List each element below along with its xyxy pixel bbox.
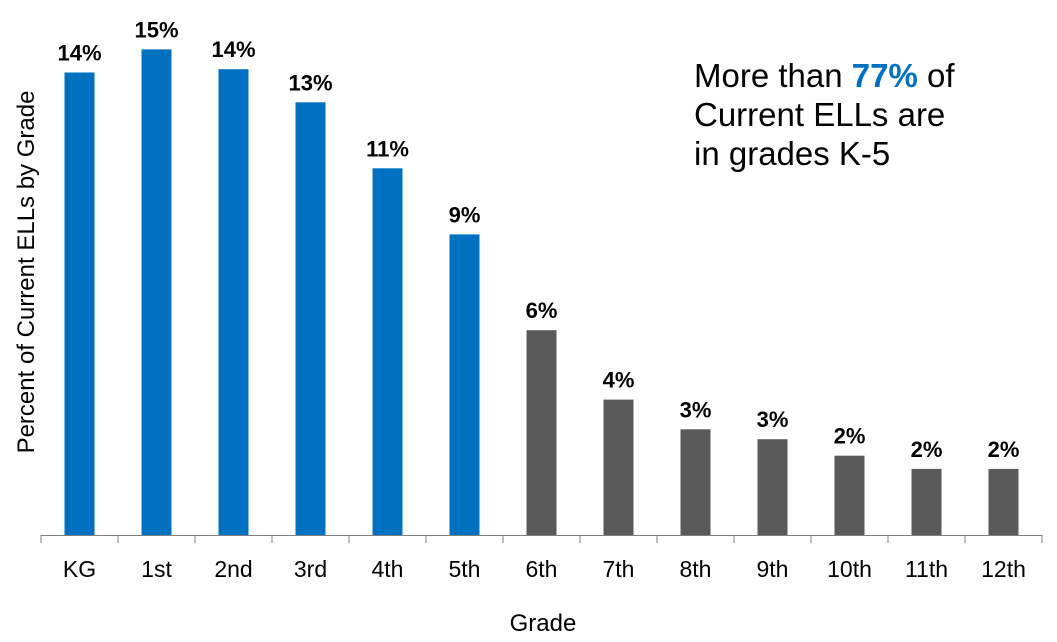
x-tick-label-5th: 5th xyxy=(449,556,481,582)
bar-9th xyxy=(757,439,788,535)
callout-highlight-value: 77% xyxy=(851,57,918,94)
bar-12th xyxy=(988,468,1019,535)
x-tick-label-group: KG 1st 2nd 3rd 4th 5th 6th 7th 8th 9th 10th 11th 12t… xyxy=(63,556,1026,582)
callout-text: More than 77% of Current ELLs are in gra… xyxy=(694,56,1034,173)
data-label-3rd: 13% xyxy=(288,70,332,95)
bar-2nd xyxy=(218,69,249,535)
callout-suffix: of xyxy=(917,57,955,94)
bar-11th xyxy=(911,468,942,535)
x-tick-label-8th: 8th xyxy=(680,556,712,582)
data-label-12th: 2% xyxy=(988,437,1020,462)
data-label-6th: 6% xyxy=(526,298,558,323)
callout-prefix: More than xyxy=(694,57,852,94)
data-label-group: 14% 15% 14% 13% 11% 9% 6% 4% 3% 3% 2% 2% 2% xyxy=(57,17,1020,462)
bar-10th xyxy=(834,455,865,535)
data-label-kg: 14% xyxy=(57,41,101,66)
bar-1st xyxy=(141,49,172,536)
bar-7th xyxy=(603,399,634,535)
callout-line-2: Current ELLs are xyxy=(694,96,946,133)
x-tick-label-2nd: 2nd xyxy=(214,556,252,582)
x-tick-label-7th: 7th xyxy=(603,556,635,582)
callout-line-3: in grades K-5 xyxy=(694,135,891,172)
bar-kg xyxy=(64,72,95,535)
x-tick-label-11th: 11th xyxy=(905,556,948,582)
bar-3rd xyxy=(295,102,326,536)
data-label-4th: 11% xyxy=(366,136,409,161)
data-label-10th: 2% xyxy=(834,424,866,449)
bar-8th xyxy=(680,429,711,535)
bar-6th xyxy=(526,330,557,535)
bar-5th xyxy=(449,234,480,535)
bar-group xyxy=(64,49,1019,536)
x-axis xyxy=(40,535,1043,543)
x-tick-label-12th: 12th xyxy=(981,556,1026,582)
data-label-1st: 15% xyxy=(134,17,178,42)
x-tick-label-1st: 1st xyxy=(141,556,172,582)
data-label-8th: 3% xyxy=(680,397,712,422)
x-axis-title: Grade xyxy=(510,610,577,637)
x-tick-label-4th: 4th xyxy=(372,556,404,582)
x-tick-label-3rd: 3rd xyxy=(294,556,327,582)
x-tick-label-9th: 9th xyxy=(757,556,789,582)
data-label-11th: 2% xyxy=(911,437,943,462)
data-label-7th: 4% xyxy=(603,368,635,393)
data-label-5th: 9% xyxy=(449,202,481,227)
data-label-2nd: 14% xyxy=(211,37,255,62)
callout-line-1: More than 77% of xyxy=(694,56,1034,95)
bar-4th xyxy=(372,168,403,536)
x-tick-label-10th: 10th xyxy=(827,556,872,582)
data-label-9th: 3% xyxy=(757,407,789,432)
x-tick-label-kg: KG xyxy=(63,556,96,582)
y-axis-title: Percent of Current ELLs by Grade xyxy=(13,91,40,454)
x-tick-label-6th: 6th xyxy=(526,556,558,582)
